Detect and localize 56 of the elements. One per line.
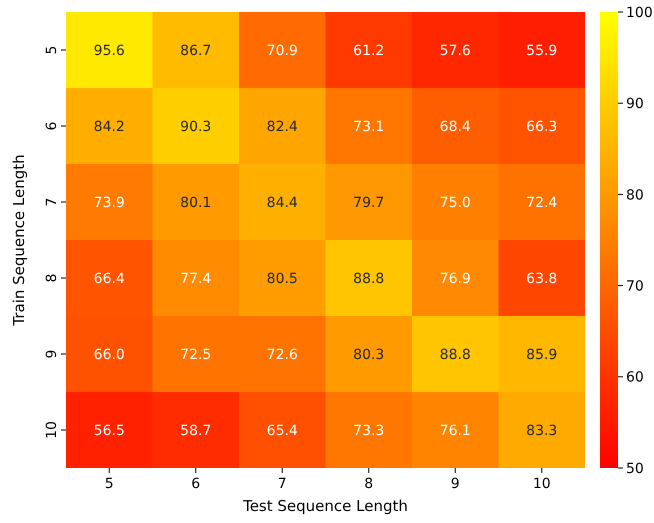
- color-bar-label: 90: [626, 96, 644, 112]
- y-tick-label: 7: [44, 198, 60, 206]
- data-label: 56.5: [94, 422, 125, 439]
- color-bar-label: 80: [626, 187, 644, 204]
- color-bar-label: 70: [626, 278, 644, 294]
- color-bar-label: 50: [626, 460, 644, 477]
- data-label: 72.6: [266, 346, 298, 363]
- data-label: 88.8: [440, 346, 471, 363]
- y-tick-label: 10: [44, 421, 60, 439]
- data-label: 72.4: [526, 194, 558, 211]
- data-label: 84.4: [266, 194, 298, 211]
- x-tick-label: 6: [191, 476, 200, 492]
- data-label: 77.4: [180, 270, 212, 287]
- data-label: 76.9: [440, 270, 471, 287]
- data-label: 66.3: [526, 118, 558, 135]
- data-label: 57.6: [440, 42, 471, 59]
- data-label: 73.1: [353, 118, 384, 135]
- x-tick-label: 8: [364, 476, 374, 492]
- data-label: 58.7: [180, 422, 212, 439]
- data-label: 73.9: [94, 194, 125, 211]
- y-tick-label: 5: [44, 46, 60, 54]
- data-label: 61.2: [353, 42, 384, 59]
- data-label: 84.2: [94, 118, 125, 135]
- data-label: 88.8: [353, 270, 384, 287]
- data-label: 72.5: [180, 346, 212, 363]
- data-label: 55.9: [526, 42, 558, 59]
- data-label: 66.0: [94, 346, 125, 363]
- data-label: 80.5: [266, 270, 298, 287]
- data-label: 68.4: [440, 118, 471, 135]
- data-label: 70.9: [266, 42, 298, 59]
- y-axis-title: Train Sequence Length: [10, 154, 28, 327]
- data-label: 80.1: [180, 194, 212, 211]
- color-bar-label: 60: [626, 370, 644, 386]
- x-tick-label: 5: [104, 476, 114, 492]
- data-label: 85.9: [526, 346, 558, 363]
- data-label: 66.4: [94, 270, 125, 287]
- data-label: 65.4: [266, 422, 298, 439]
- data-label: 75.0: [440, 194, 471, 211]
- x-tick-label: 10: [532, 476, 551, 492]
- y-tick-label: 9: [44, 350, 60, 358]
- y-tick-label: 6: [44, 121, 60, 130]
- data-label: 95.6: [94, 42, 125, 59]
- data-label: 82.4: [266, 118, 298, 135]
- x-axis-title: Test Sequence Length: [242, 497, 408, 515]
- data-label: 76.1: [440, 422, 471, 439]
- data-label: 83.3: [526, 422, 558, 439]
- data-label: 86.7: [180, 42, 212, 59]
- color-bar-label: 100: [626, 4, 653, 21]
- x-tick-label: 9: [450, 476, 460, 492]
- data-label: 63.8: [526, 270, 558, 287]
- data-label: 73.3: [353, 422, 384, 439]
- data-label: 79.7: [353, 194, 384, 211]
- data-label: 80.3: [353, 346, 384, 363]
- data-label: 90.3: [180, 118, 212, 135]
- x-tick-label: 7: [278, 476, 287, 492]
- y-tick-label: 8: [44, 274, 60, 282]
